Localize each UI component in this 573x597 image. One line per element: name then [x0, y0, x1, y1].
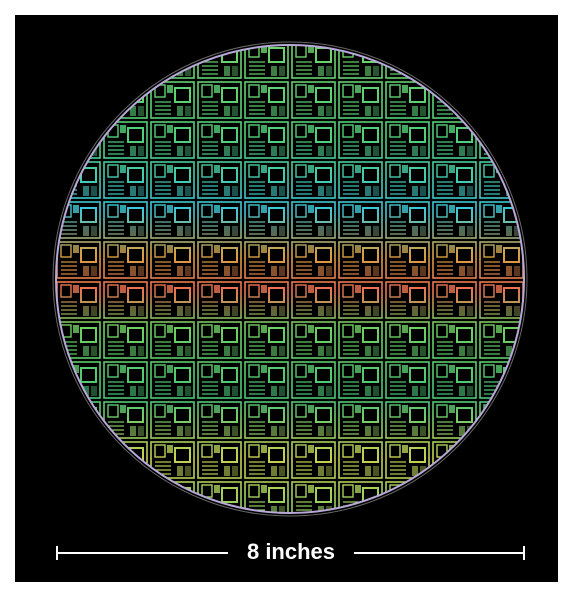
wafer-rim: [52, 41, 528, 517]
wafer-edge: [55, 44, 525, 514]
scale-label: 8 inches: [247, 539, 335, 564]
wafer: [56, 45, 524, 513]
scale-bar: [56, 546, 525, 560]
wafer-tint: [56, 45, 524, 513]
